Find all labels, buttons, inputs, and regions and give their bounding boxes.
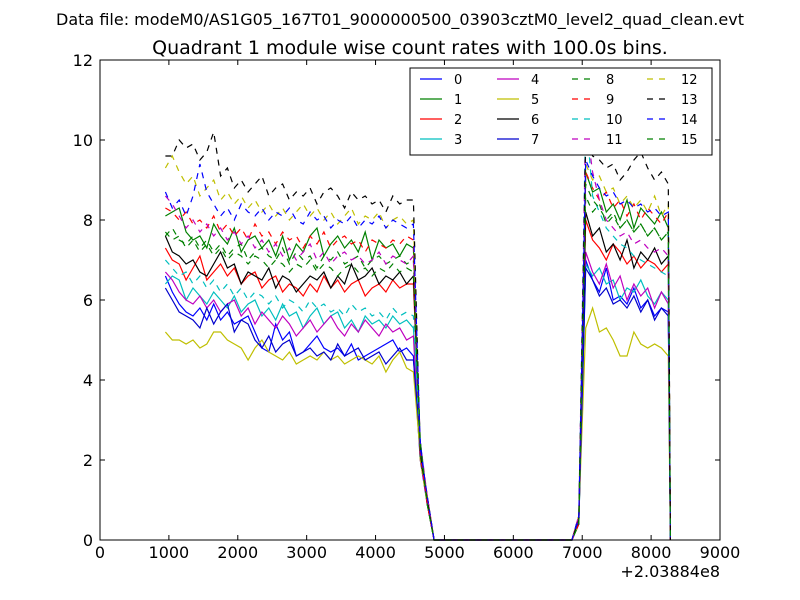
legend-label-0: 0 xyxy=(454,73,462,88)
legend-box xyxy=(409,67,713,156)
x-tick-label: 1000 xyxy=(149,543,190,562)
x-tick-label: 8000 xyxy=(631,543,672,562)
x-tick-label: 6000 xyxy=(493,543,534,562)
legend-label-2: 2 xyxy=(454,113,462,128)
series-line-8 xyxy=(164,195,672,541)
data-file-label: Data file: modeM0/AS1G05_167T01_90000005… xyxy=(56,10,744,30)
legend-label-14: 14 xyxy=(681,113,698,128)
y-tick-label: 12 xyxy=(73,51,93,70)
series-line-9 xyxy=(165,171,672,541)
y-tick-label: 6 xyxy=(83,291,93,310)
series-line-12 xyxy=(164,154,672,541)
y-tick-label: 10 xyxy=(73,131,93,150)
x-offset-label: +2.03884e8 xyxy=(620,562,720,581)
x-tick-label: 9000 xyxy=(700,543,741,562)
legend-label-15: 15 xyxy=(681,133,698,148)
x-tick-label: 2000 xyxy=(217,543,258,562)
y-tick-label: 4 xyxy=(83,371,93,390)
y-tick-label: 8 xyxy=(83,211,93,230)
legend-label-4: 4 xyxy=(531,73,539,88)
chart-title: Quadrant 1 module wise count rates with … xyxy=(152,37,668,59)
y-tick-label: 0 xyxy=(83,531,93,550)
legend-label-8: 8 xyxy=(606,73,614,88)
legend-label-13: 13 xyxy=(681,93,698,108)
x-tick-label: 0 xyxy=(95,543,105,562)
legend-label-10: 10 xyxy=(606,113,623,128)
legend-label-9: 9 xyxy=(606,93,614,108)
legend-label-11: 11 xyxy=(606,133,623,148)
axis-ticks: 0 1000 2000 3000 4000 5000 6000 7000 8000 9000 0 2 4… xyxy=(73,51,741,562)
legend-label-7: 7 xyxy=(531,133,539,148)
x-tick-label: 3000 xyxy=(286,543,327,562)
legend-label-6: 6 xyxy=(531,113,539,128)
legend-label-12: 12 xyxy=(681,73,698,88)
plot-lines xyxy=(164,111,672,541)
legend-label-1: 1 xyxy=(454,93,462,108)
legend-label-5: 5 xyxy=(531,93,539,108)
x-tick-label: 5000 xyxy=(424,543,465,562)
x-tick-label: 4000 xyxy=(355,543,396,562)
x-tick-label: 7000 xyxy=(562,543,603,562)
series-line-15 xyxy=(164,183,672,541)
series-line-13 xyxy=(165,131,672,541)
y-tick-label: 2 xyxy=(83,451,93,470)
legend-label-3: 3 xyxy=(454,133,462,148)
